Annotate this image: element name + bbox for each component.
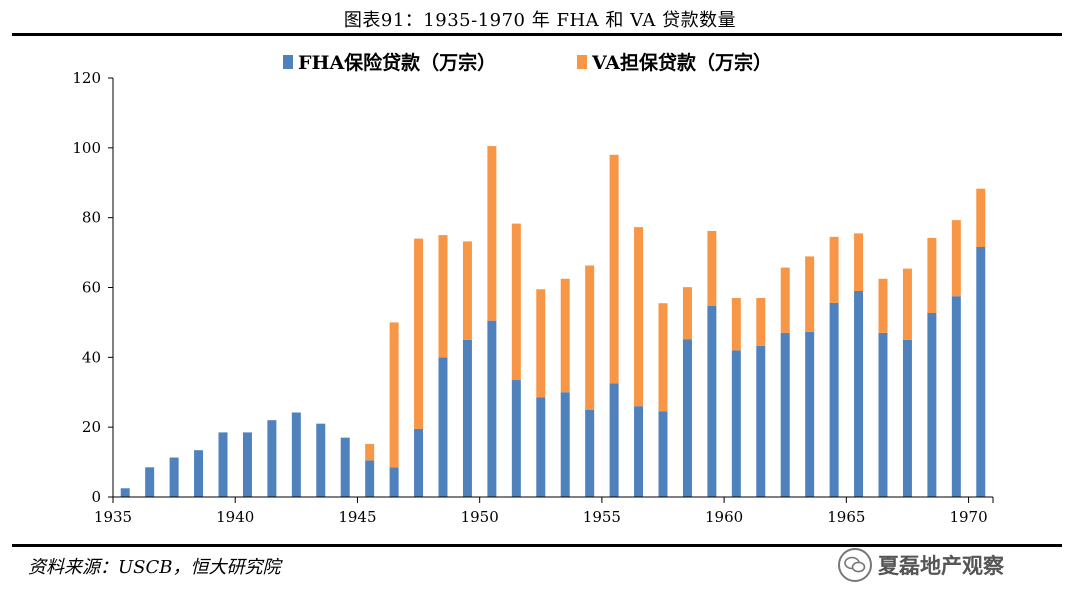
bar-fha-1944: [340, 437, 350, 497]
bar-fha-1948: [438, 357, 448, 497]
x-tick-label-1950: 1950: [461, 508, 499, 526]
legend: FHA保险贷款（万宗） VA担保贷款（万宗）: [283, 51, 772, 74]
bar-va-1951: [511, 223, 521, 381]
bar-fha-1963: [805, 331, 815, 497]
y-tick-label-20: 20: [82, 418, 101, 436]
bar-fha-1960: [731, 350, 741, 497]
x-tick-label-1945: 1945: [338, 508, 376, 526]
bar-va-1969: [951, 220, 961, 297]
bar-va-1961: [756, 297, 766, 346]
bar-fha-1945: [365, 460, 375, 497]
bar-fha-1970: [976, 246, 986, 497]
bar-fha-1943: [316, 423, 326, 497]
bar-va-1952: [536, 289, 546, 398]
legend-item-va: VA担保贷款（万宗）: [577, 51, 772, 74]
bar-va-1964: [829, 236, 839, 303]
bar-fha-1951: [511, 380, 521, 497]
bar-va-1945: [365, 443, 375, 461]
bar-fha-1937: [169, 457, 179, 497]
bar-fha-1946: [389, 467, 399, 497]
bar-fha-1950: [487, 320, 497, 497]
bar-va-1950: [487, 146, 497, 321]
bar-va-1953: [560, 278, 570, 393]
y-tick-label-40: 40: [82, 348, 101, 366]
bar-va-1947: [414, 238, 424, 429]
bar-fha-1965: [854, 290, 864, 497]
bar-va-1962: [780, 267, 790, 333]
bar-fha-1959: [707, 306, 717, 497]
bar-fha-1961: [756, 345, 766, 497]
bar-va-1963: [805, 256, 815, 332]
bar-fha-1957: [658, 411, 668, 497]
bar-va-1968: [927, 237, 937, 313]
bar-fha-1940: [242, 432, 252, 497]
y-tick-label-120: 120: [72, 69, 101, 87]
bar-va-1949: [462, 241, 472, 340]
bar-va-1970: [976, 188, 986, 247]
bar-va-1958: [682, 287, 692, 340]
bar-va-1946: [389, 322, 399, 468]
bar-va-1959: [707, 230, 717, 307]
bar-va-1954: [585, 265, 595, 410]
wechat-icon: [838, 548, 872, 582]
bar-va-1957: [658, 303, 668, 412]
bar-fha-1967: [902, 339, 912, 497]
bar-fha-1949: [462, 339, 472, 497]
bar-fha-1953: [560, 392, 570, 497]
bar-fha-1952: [536, 397, 546, 497]
bar-va-1956: [634, 227, 644, 407]
bars: [120, 146, 986, 497]
x-tick-label-1940: 1940: [216, 508, 254, 526]
x-tick-label-1935: 1935: [94, 508, 132, 526]
y-tick-label-60: 60: [82, 279, 101, 297]
watermark-text: 夏磊地产观察: [878, 554, 1004, 578]
bar-fha-1958: [682, 339, 692, 497]
axes: 0 20 40 60 80 100 120 1935 1940 1945 1950 1955 1960 1…: [72, 69, 994, 526]
legend-item-fha: FHA保险贷款（万宗）: [283, 51, 496, 74]
y-tick-label-80: 80: [82, 209, 101, 227]
bar-fha-1969: [951, 296, 961, 497]
y-tick-label-100: 100: [72, 139, 101, 157]
bar-va-1966: [878, 278, 888, 333]
bar-va-1948: [438, 235, 448, 358]
x-tick-label-1970: 1970: [949, 508, 987, 526]
bar-va-1960: [731, 297, 741, 351]
bar-fha-1942: [291, 412, 301, 497]
bar-fha-1938: [194, 450, 204, 497]
x-tick-label-1955: 1955: [583, 508, 621, 526]
bar-fha-1956: [634, 406, 644, 497]
top-rule: [12, 33, 1062, 36]
bar-fha-1954: [585, 409, 595, 497]
x-tick-label-1965: 1965: [827, 508, 865, 526]
legend-item-fha-label: FHA保险贷款（万宗）: [298, 51, 496, 74]
bar-fha-1947: [414, 428, 424, 497]
stacked-bar-chart: FHA保险贷款（万宗） VA担保贷款（万宗） 0 20 40 60 80 100 120 193…: [72, 51, 994, 526]
bar-fha-1962: [780, 332, 790, 497]
bar-fha-1936: [145, 467, 155, 497]
bar-fha-1935: [120, 488, 130, 497]
bar-fha-1941: [267, 420, 277, 497]
bottom-rule: [12, 544, 1062, 547]
bar-fha-1966: [878, 332, 888, 497]
x-tick-label-1960: 1960: [705, 508, 743, 526]
bar-fha-1968: [927, 312, 937, 497]
bar-fha-1939: [218, 432, 228, 497]
y-tick-label-0: 0: [91, 488, 101, 506]
watermark: 夏磊地产观察: [838, 548, 1004, 582]
legend-item-va-label: VA担保贷款（万宗）: [591, 51, 772, 74]
bar-va-1955: [609, 154, 619, 384]
bar-fha-1964: [829, 302, 839, 497]
figure-title: 图表91：1935-1970 年 FHA 和 VA 贷款数量: [343, 10, 737, 31]
legend-item-fha-swatch: [283, 55, 293, 69]
bar-va-1967: [902, 268, 912, 340]
source-note: 资料来源：USCB，恒大研究院: [28, 557, 281, 578]
legend-item-va-swatch: [577, 55, 587, 69]
bar-va-1965: [854, 233, 864, 291]
bar-fha-1955: [609, 383, 619, 497]
